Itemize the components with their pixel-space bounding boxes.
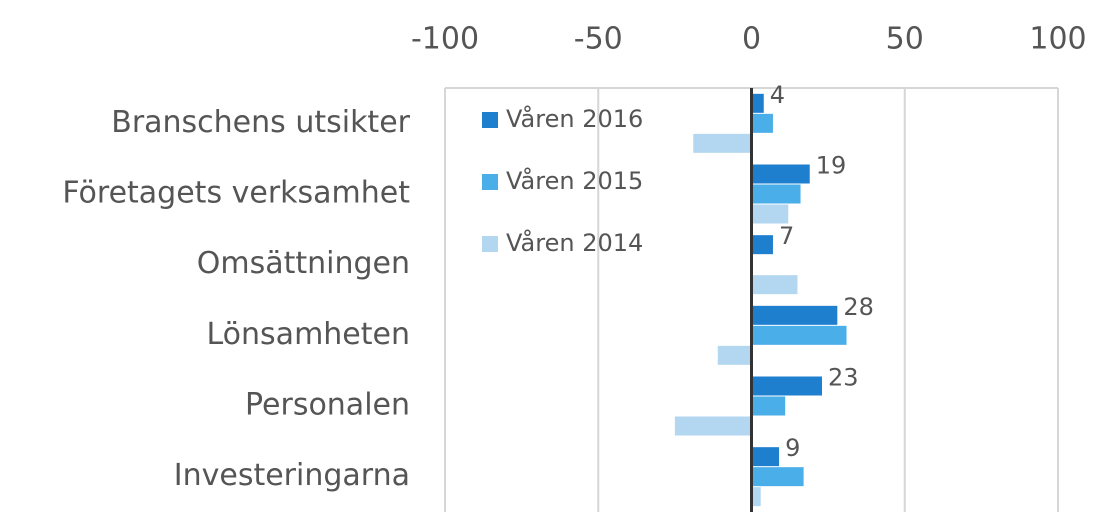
y-tick-label: Personalen [245, 388, 410, 423]
y-tick-label: Lönsamheten [207, 317, 411, 352]
y-tick-label: Företagets verksamhet [62, 176, 410, 211]
bar [751, 93, 764, 113]
data-label: 28 [843, 293, 874, 321]
data-label: 9 [785, 434, 800, 462]
legend-swatch [482, 236, 498, 252]
y-tick-label: Omsättningen [197, 246, 410, 281]
bar [751, 396, 786, 416]
bar [751, 113, 773, 133]
data-label: 4 [770, 81, 785, 109]
legend-swatch [482, 112, 498, 128]
bar [751, 204, 789, 224]
bar [751, 447, 780, 467]
bar [751, 376, 822, 396]
y-tick-label: Investeringarna [174, 458, 410, 493]
bar [717, 345, 752, 365]
bar [674, 416, 752, 436]
bar [751, 487, 761, 507]
bar [751, 467, 804, 487]
bar [751, 325, 847, 345]
x-tick-label: -100 [411, 22, 479, 57]
x-tick-label: 50 [886, 22, 924, 57]
bar [751, 305, 838, 325]
legend-label: Våren 2015 [506, 166, 643, 195]
x-tick-label: -50 [574, 22, 623, 57]
data-label: 23 [828, 364, 859, 392]
x-tick-label: 0 [742, 22, 761, 57]
bar [693, 133, 752, 153]
y-tick-label: Branschens utsikter [111, 105, 410, 140]
bar [751, 164, 810, 184]
bar [751, 184, 801, 204]
legend-label: Våren 2014 [506, 228, 643, 257]
legend-label: Våren 2016 [506, 104, 643, 133]
bar [751, 235, 773, 255]
x-tick-label: 100 [1029, 22, 1086, 57]
data-label: 19 [816, 152, 847, 180]
legend-swatch [482, 174, 498, 190]
bar [751, 275, 798, 295]
data-label: 7 [779, 222, 794, 250]
